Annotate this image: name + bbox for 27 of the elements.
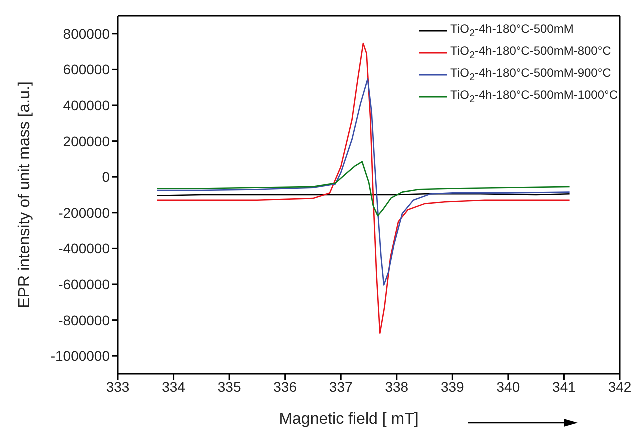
y-tick-label: -600000: [58, 276, 110, 292]
legend-label: TiO$_{2}$-4h-180°C-500mM-900°C: [450, 66, 612, 84]
legend-label: TiO$_{2}$-4h-180°C-500mM-800°C: [450, 44, 612, 62]
x-tick-label: 336: [274, 378, 298, 395]
legend-label: TiO$_{2}$-4h-180°C-500mM: [450, 22, 574, 40]
x-axis-title: Magnetic field [ mT]: [279, 411, 419, 428]
x-tick-label: 333: [106, 378, 130, 395]
x-tick-label: 339: [440, 378, 465, 395]
legend-label: TiO$_{2}$-4h-180°C-500mM-1000°C: [450, 88, 618, 106]
y-tick-label: 0: [102, 169, 110, 186]
x-tick-label: 334: [162, 378, 186, 395]
y-tick-label: -400000: [58, 240, 110, 257]
y-tick-label: -800000: [58, 312, 110, 328]
y-tick-label: 400000: [63, 97, 110, 114]
x-tick-label: 338: [385, 378, 409, 395]
x-tick-label: 341: [552, 378, 576, 395]
x-tick-label: 337: [329, 378, 354, 395]
x-tick-label: 342: [608, 378, 632, 395]
y-tick-label: 200000: [63, 133, 110, 150]
y-tick-label: 600000: [63, 62, 110, 78]
line-series: [156, 161, 570, 217]
y-tick-label: -1000000: [50, 348, 110, 364]
x-tick-label: 335: [218, 378, 242, 395]
y-tick-label: -200000: [58, 204, 110, 221]
y-axis-title: EPR intensity of unit mass [a.u.]: [16, 82, 34, 308]
y-tick-label: 800000: [63, 26, 110, 42]
x-tick-label: 340: [496, 378, 520, 395]
